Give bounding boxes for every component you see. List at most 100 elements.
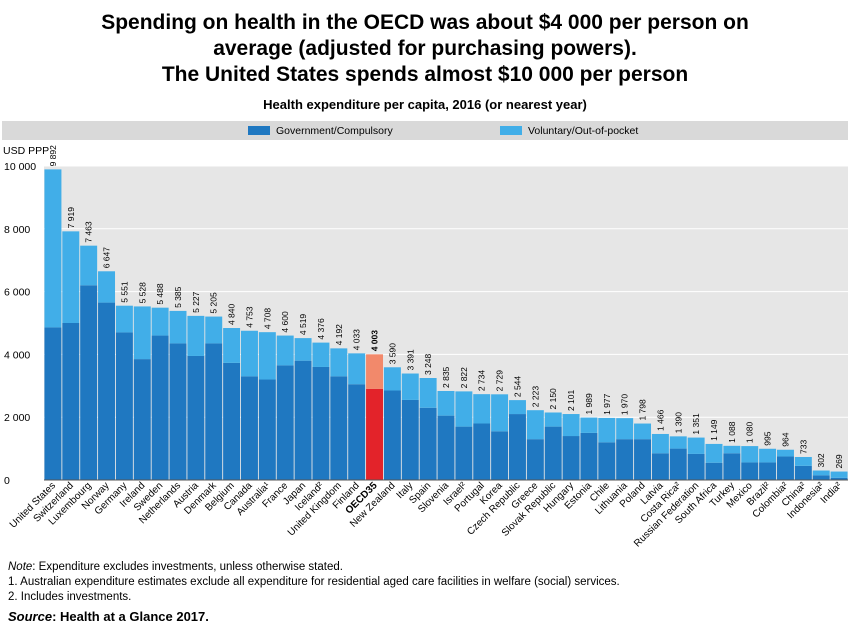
bar-voluntary xyxy=(491,394,509,432)
bar-value-label: 1 088 xyxy=(727,421,737,443)
bar-government xyxy=(830,477,848,480)
bar-value-label: 1 080 xyxy=(745,422,755,444)
bar-voluntary xyxy=(419,378,437,408)
source-label: Source xyxy=(8,609,53,624)
bar-voluntary xyxy=(276,335,294,366)
bar-government xyxy=(705,462,723,480)
bar-value-label: 2 835 xyxy=(441,366,451,388)
bar-voluntary xyxy=(437,390,455,416)
legend-swatch-government xyxy=(248,126,270,135)
bar-value-label: 3 590 xyxy=(387,343,397,365)
bar-voluntary xyxy=(526,410,544,440)
notes: Note: Expenditure excludes investments, … xyxy=(8,560,620,605)
bar-value-label: 4 519 xyxy=(298,314,308,336)
bar-government xyxy=(723,453,741,480)
legend-label-voluntary: Voluntary/Out-of-pocket xyxy=(528,125,638,137)
bar-voluntary xyxy=(240,330,258,377)
bar-government xyxy=(276,365,294,480)
y-tick-label: 2 000 xyxy=(4,412,30,424)
bar-government xyxy=(794,465,812,480)
bar-government xyxy=(205,343,223,480)
bar-voluntary xyxy=(258,332,276,380)
bar-government xyxy=(419,407,437,480)
bar-value-label: 964 xyxy=(780,432,790,446)
bar-voluntary xyxy=(544,412,562,427)
bar-voluntary xyxy=(723,445,741,454)
bar-government xyxy=(687,453,705,480)
bar-government xyxy=(80,285,98,480)
bar-value-label: 5 227 xyxy=(191,291,201,313)
bar-government xyxy=(651,453,669,480)
bar-voluntary xyxy=(187,315,205,356)
bar-voluntary xyxy=(794,456,812,466)
bar-voluntary xyxy=(741,446,759,463)
bar-government xyxy=(348,384,366,480)
bar-voluntary xyxy=(98,271,116,303)
bar-voluntary xyxy=(812,470,830,476)
legend-swatch-voluntary xyxy=(500,126,522,135)
bar-government xyxy=(223,362,241,480)
bar-voluntary xyxy=(383,367,401,391)
bar-voluntary xyxy=(776,449,794,457)
bar-voluntary xyxy=(330,348,348,377)
bar-value-label: 4 600 xyxy=(280,311,290,333)
bar-government xyxy=(491,431,509,480)
bar-government xyxy=(544,426,562,480)
bar-voluntary xyxy=(598,417,616,443)
bar-voluntary xyxy=(366,354,384,389)
bar-value-label: 269 xyxy=(834,454,844,468)
bar-government xyxy=(258,379,276,480)
bar-value-label: 733 xyxy=(798,440,808,454)
bar-government xyxy=(151,335,169,480)
bar-value-label: 2 822 xyxy=(459,367,469,389)
x-tick-label: India² xyxy=(819,480,845,506)
bar-voluntary xyxy=(455,391,473,427)
y-tick-label: 6 000 xyxy=(4,287,30,299)
bar-chart: Government/Compulsory Voluntary/Out-of-p… xyxy=(2,121,848,549)
bar-value-label: 5 488 xyxy=(155,283,165,305)
bar-voluntary xyxy=(115,305,133,333)
bar-value-label: 7 463 xyxy=(84,221,94,243)
bar-value-label: 3 391 xyxy=(405,349,415,371)
y-axis-unit-label: USD PPP xyxy=(3,145,49,157)
bar-government xyxy=(312,366,330,480)
bar-value-label: 2 734 xyxy=(477,370,487,392)
bar-government xyxy=(776,456,794,480)
y-tick-label: 10 000 xyxy=(4,161,36,173)
bar-government xyxy=(669,448,687,480)
bar-government xyxy=(634,439,652,480)
bar-value-label: 4 376 xyxy=(316,318,326,340)
bar-value-label: 9 892 xyxy=(48,145,58,167)
bar-value-label: 4 003 xyxy=(370,330,380,352)
legend-band xyxy=(2,121,848,140)
note-text: : Expenditure excludes investments, unle… xyxy=(32,561,343,573)
bar-voluntary xyxy=(634,423,652,440)
footnote-2: 2. Includes investments. xyxy=(8,591,132,603)
bar-government xyxy=(294,360,312,480)
y-tick-label: 8 000 xyxy=(4,224,30,236)
bar-value-label: 2 544 xyxy=(512,376,522,398)
bar-value-label: 302 xyxy=(816,453,826,467)
y-tick-label: 0 xyxy=(4,475,10,487)
bar-voluntary xyxy=(562,414,580,437)
bar-voluntary xyxy=(312,342,330,367)
bar-value-label: 1 977 xyxy=(602,393,612,415)
bar-voluntary xyxy=(669,436,687,449)
headline-line-3: The United States spends almost $10 000 … xyxy=(161,63,689,86)
bar-government xyxy=(330,376,348,480)
bar-value-label: 995 xyxy=(763,431,773,445)
note-line: Note: Expenditure excludes investments, … xyxy=(8,560,620,575)
bar-government xyxy=(366,388,384,480)
bar-government xyxy=(598,442,616,480)
bar-voluntary xyxy=(151,307,169,336)
bar-voluntary xyxy=(44,169,62,328)
bar-government xyxy=(115,332,133,480)
bar-voluntary xyxy=(294,338,312,361)
bar-value-label: 4 033 xyxy=(352,329,362,351)
bar-voluntary xyxy=(830,471,848,478)
bar-value-label: 4 708 xyxy=(262,308,272,330)
footnote-1: 1. Australian expenditure estimates excl… xyxy=(8,576,620,588)
y-tick-label: 4 000 xyxy=(4,349,30,361)
bar-value-label: 1 989 xyxy=(584,393,594,415)
